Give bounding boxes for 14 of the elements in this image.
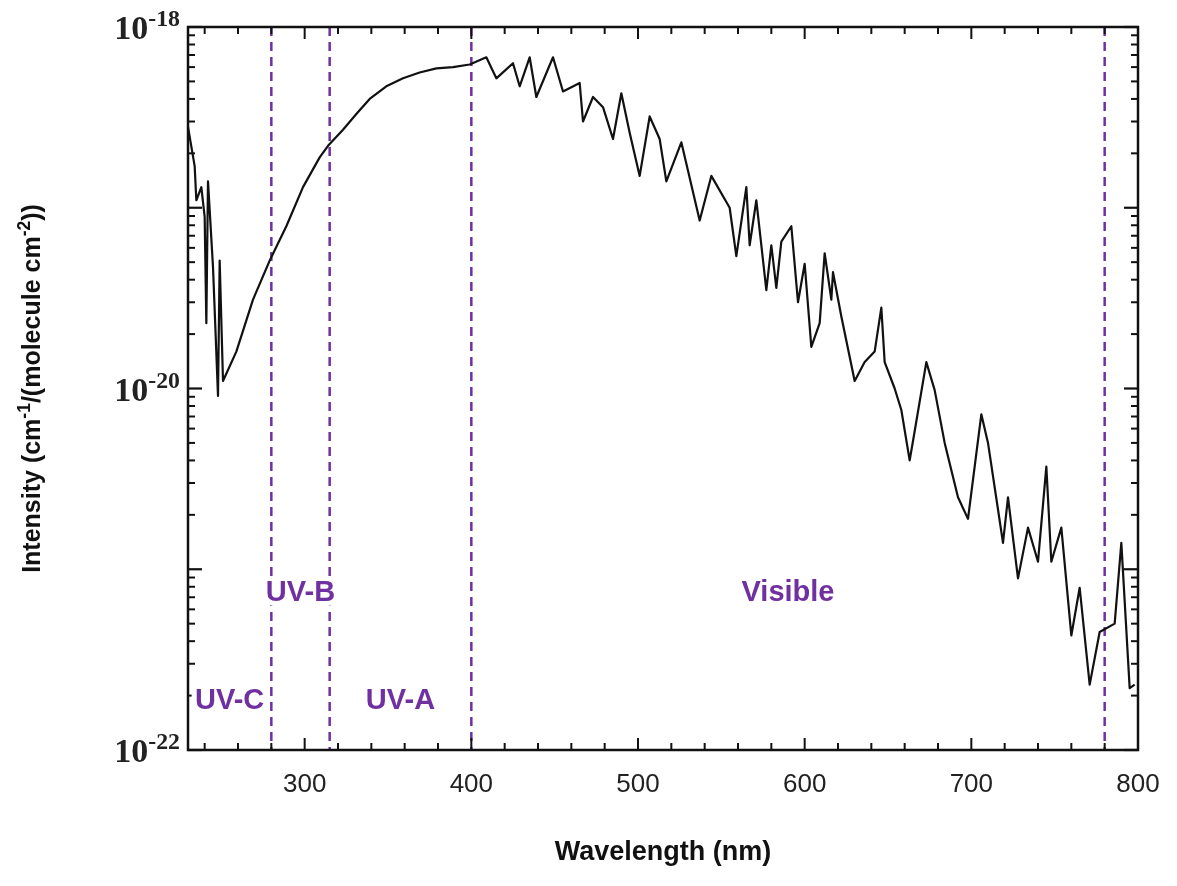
annotation: Visible bbox=[741, 574, 835, 607]
x-tick-label: 800 bbox=[1116, 768, 1160, 798]
x-axis-title: Wavelength (nm) bbox=[554, 836, 772, 866]
y-tick-label: 10$^{-18}$ bbox=[114, 5, 181, 46]
annotation: UV-C bbox=[195, 683, 265, 716]
y-tick-label: 10$^{-22}$ bbox=[114, 728, 180, 769]
x-tick-label: 600 bbox=[782, 768, 827, 798]
x-tick-label: 700 bbox=[949, 768, 994, 798]
y-tick-label: 10$^{-20}$ bbox=[114, 366, 180, 408]
x-tick-label: 400 bbox=[449, 768, 494, 798]
annotation: UV-A bbox=[365, 683, 436, 716]
annotation: UV-B bbox=[265, 574, 336, 607]
x-tick-label: 500 bbox=[616, 768, 660, 798]
x-tick-label: 300 bbox=[282, 768, 327, 798]
